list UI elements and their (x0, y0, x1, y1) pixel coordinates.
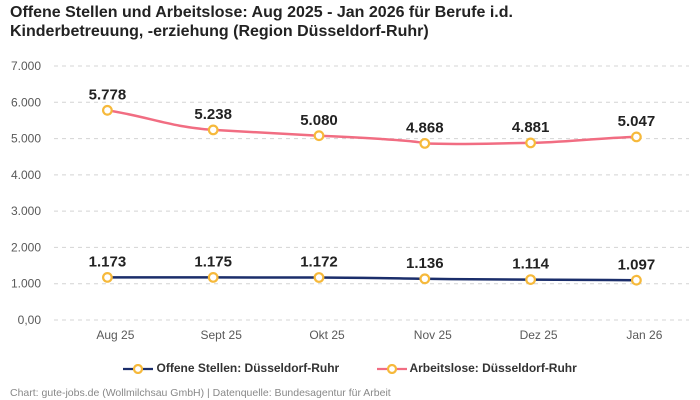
svg-text:7.000: 7.000 (11, 59, 41, 73)
svg-text:4.881: 4.881 (512, 119, 550, 136)
svg-text:Nov 25: Nov 25 (414, 328, 452, 342)
svg-text:4.000: 4.000 (11, 168, 41, 182)
svg-text:1.172: 1.172 (300, 254, 338, 271)
svg-text:Aug 25: Aug 25 (96, 328, 134, 342)
svg-text:Okt 25: Okt 25 (309, 328, 345, 342)
svg-text:2.000: 2.000 (11, 240, 41, 254)
svg-text:1.000: 1.000 (11, 277, 41, 291)
svg-text:1.097: 1.097 (618, 256, 656, 273)
svg-text:6.000: 6.000 (11, 95, 41, 109)
svg-text:5.047: 5.047 (618, 113, 656, 130)
svg-text:1.136: 1.136 (406, 255, 444, 272)
svg-text:3.000: 3.000 (11, 204, 41, 218)
svg-text:Jan 26: Jan 26 (626, 328, 662, 342)
svg-text:1.173: 1.173 (89, 254, 127, 271)
svg-text:5.080: 5.080 (300, 112, 338, 129)
svg-text:4.868: 4.868 (406, 120, 444, 137)
svg-text:Dez 25: Dez 25 (520, 328, 558, 342)
svg-text:5.238: 5.238 (194, 106, 232, 123)
svg-text:1.114: 1.114 (512, 256, 549, 273)
svg-text:1.175: 1.175 (194, 254, 232, 271)
svg-text:Sept 25: Sept 25 (201, 328, 243, 342)
svg-text:0,00: 0,00 (18, 313, 42, 327)
svg-text:5.000: 5.000 (11, 132, 41, 146)
svg-text:5.778: 5.778 (89, 87, 127, 104)
